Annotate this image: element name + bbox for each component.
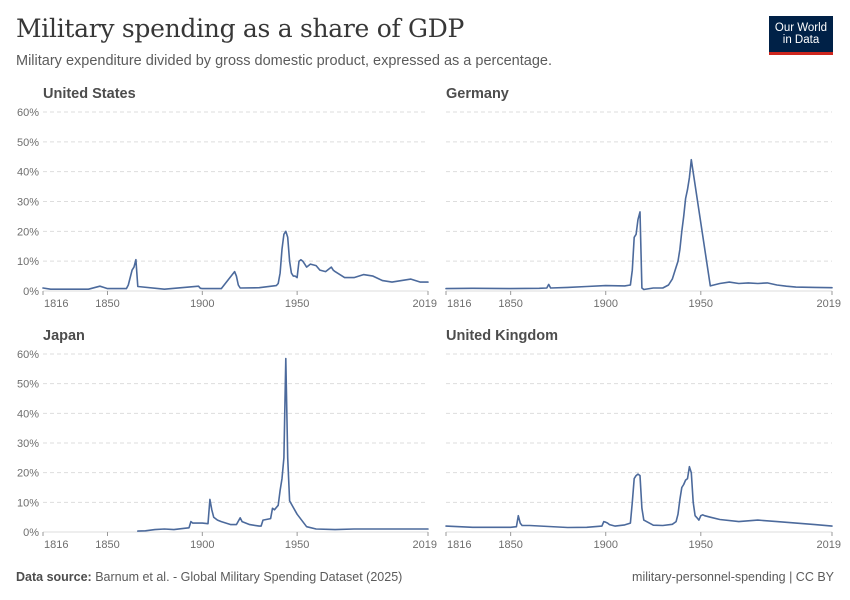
y-tick-label: 60% — [17, 107, 39, 119]
y-tick-label: 20% — [17, 226, 39, 238]
x-tick-label: 1950 — [689, 298, 713, 310]
x-tick-label: 1950 — [285, 539, 309, 551]
page-subtitle: Military expenditure divided by gross do… — [16, 53, 552, 69]
x-tick-label: 2019 — [413, 539, 437, 551]
panel-title: Germany — [446, 86, 509, 102]
y-tick-label: 40% — [17, 167, 39, 179]
y-tick-label: 10% — [17, 256, 39, 268]
panel-title: United Kingdom — [446, 328, 558, 344]
y-tick-label: 60% — [17, 349, 39, 361]
y-tick-label: 30% — [17, 438, 39, 450]
x-tick-label: 1950 — [689, 539, 713, 551]
panel-title: Japan — [43, 328, 85, 344]
x-tick-label: 1850 — [95, 298, 119, 310]
y-tick-label: 0% — [23, 286, 39, 298]
y-tick-label: 10% — [17, 497, 39, 509]
owid-logo[interactable]: Our World in Data — [769, 16, 833, 55]
series-line — [137, 357, 429, 532]
x-tick-label: 1816 — [44, 298, 68, 310]
x-tick-label: 2019 — [817, 539, 841, 551]
x-tick-label: 1850 — [95, 539, 119, 551]
x-tick-label: 1850 — [498, 298, 522, 310]
x-tick-label: 2019 — [413, 298, 437, 310]
data-source-label: Data source: — [16, 570, 92, 584]
panel-title: United States — [43, 86, 136, 102]
data-source: Data source: Barnum et al. - Global Mili… — [16, 570, 402, 584]
x-tick-label: 1900 — [593, 539, 617, 551]
data-source-text[interactable]: Barnum et al. - Global Military Spending… — [95, 570, 403, 584]
x-tick-label: 1900 — [190, 539, 214, 551]
y-tick-label: 0% — [23, 527, 39, 539]
y-tick-label: 30% — [17, 197, 39, 209]
page-title: Military spending as a share of GDP — [16, 14, 464, 43]
y-tick-label: 20% — [17, 468, 39, 480]
y-tick-label: 50% — [17, 379, 39, 391]
x-tick-label: 2019 — [817, 298, 841, 310]
x-tick-label: 1816 — [44, 539, 68, 551]
x-tick-label: 1900 — [593, 298, 617, 310]
x-tick-label: 1816 — [447, 539, 471, 551]
series-line — [445, 158, 833, 291]
chart-slug-license[interactable]: military-personnel-spending | CC BY — [632, 570, 834, 584]
x-tick-label: 1816 — [447, 298, 471, 310]
y-tick-label: 40% — [17, 408, 39, 420]
series-line — [42, 230, 429, 291]
x-tick-label: 1900 — [190, 298, 214, 310]
y-tick-label: 50% — [17, 137, 39, 149]
series-line — [445, 465, 833, 529]
x-tick-label: 1950 — [285, 298, 309, 310]
x-tick-label: 1850 — [498, 539, 522, 551]
logo-line-1: Our World — [774, 22, 828, 34]
logo-line-2: in Data — [782, 34, 820, 46]
